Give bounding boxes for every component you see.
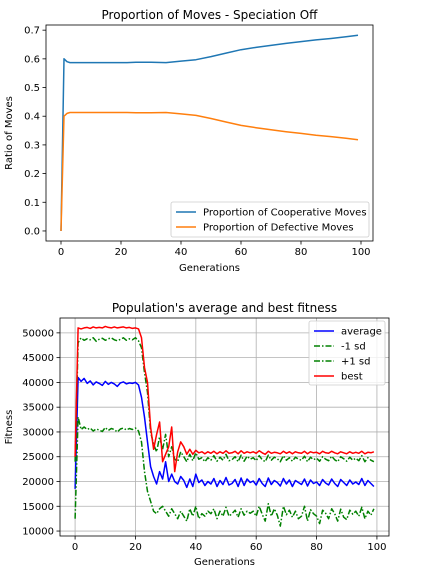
legend-label-1: -1 sd xyxy=(341,342,366,353)
x-tick-label: 0 xyxy=(58,247,64,258)
x-tick-label: 20 xyxy=(129,542,142,553)
x-tick-label: 80 xyxy=(295,247,308,258)
y-tick-label: 0.7 xyxy=(24,26,40,37)
series-line-2 xyxy=(74,337,375,463)
x-tick-label: 20 xyxy=(115,247,128,258)
y-tick-label: 40000 xyxy=(22,378,54,389)
legend-label-3: best xyxy=(341,372,363,383)
x-tick-label: 40 xyxy=(189,542,202,553)
series-line-1 xyxy=(60,111,359,232)
chart-2-y-ticks: 10000 15000 20000 25000 30000 35000 40000 45000… xyxy=(22,328,60,538)
chart-1: Proportion of Moves - Speciation Off 0 20… xyxy=(4,8,374,274)
y-tick-label: 20000 xyxy=(22,477,54,488)
x-tick-label: 60 xyxy=(250,542,263,553)
legend-label-0: average xyxy=(341,327,382,338)
y-tick-label: 10000 xyxy=(22,527,54,538)
y-tick-label: 15000 xyxy=(22,502,54,513)
x-tick-label: 60 xyxy=(235,247,248,258)
chart-2-title: Population's average and best fitness xyxy=(112,301,337,315)
chart-2-plot-frame xyxy=(59,317,390,537)
chart-1-x-ticks: 0 20 40 60 80 100 xyxy=(58,241,371,258)
y-tick-label: 0.3 xyxy=(24,140,40,151)
x-tick-label: 80 xyxy=(310,542,323,553)
y-tick-label: 0.1 xyxy=(24,198,40,209)
chart-2: Population's average and best fitness 0 2… xyxy=(4,301,390,568)
chart-2-series xyxy=(74,325,375,527)
y-tick-label: 45000 xyxy=(22,353,54,364)
chart-1-legend: Proportion of Cooperative Moves Proportio… xyxy=(170,201,370,238)
chart-1-title: Proportion of Moves - Speciation Off xyxy=(102,8,319,22)
legend-box xyxy=(308,320,386,386)
chart-2-legend: average -1 sd +1 sd best xyxy=(308,320,386,386)
y-tick-label: 0.0 xyxy=(24,226,40,237)
chart-2-y-axis-label: Fitness xyxy=(4,410,15,445)
y-tick-label: 30000 xyxy=(22,427,54,438)
chart-1-y-ticks: 0.0 0.1 0.2 0.3 0.4 0.5 0.6 0.7 xyxy=(24,26,46,237)
legend-label-0: Proportion of Cooperative Moves xyxy=(203,208,367,219)
x-tick-label: 100 xyxy=(367,542,386,553)
chart-2-x-ticks: 0 20 40 60 80 100 xyxy=(72,536,386,553)
y-tick-label: 0.4 xyxy=(24,112,40,123)
chart-1-x-axis-label: Generations xyxy=(179,263,240,274)
chart-2-x-axis-label: Generations xyxy=(194,557,255,568)
chart-1-series xyxy=(60,34,359,232)
y-tick-label: 0.5 xyxy=(24,83,40,94)
x-tick-label: 40 xyxy=(175,247,188,258)
y-tick-label: 25000 xyxy=(22,452,54,463)
series-line-0 xyxy=(74,376,375,489)
series-line-3 xyxy=(74,325,375,473)
y-tick-label: 50000 xyxy=(22,328,54,339)
chart-1-plot-frame xyxy=(45,24,374,242)
y-tick-label: 35000 xyxy=(22,403,54,414)
legend-label-2: +1 sd xyxy=(341,357,370,368)
series-line-1 xyxy=(74,416,375,527)
y-tick-label: 0.2 xyxy=(24,169,40,180)
x-tick-label: 100 xyxy=(351,247,370,258)
y-tick-label: 0.6 xyxy=(24,54,40,65)
chart-1-y-axis-label: Ratio of Moves xyxy=(4,96,15,170)
legend-box xyxy=(170,201,370,238)
series-line-0 xyxy=(60,34,359,232)
legend-label-1: Proportion of Defective Moves xyxy=(203,223,354,234)
x-tick-label: 0 xyxy=(72,542,78,553)
